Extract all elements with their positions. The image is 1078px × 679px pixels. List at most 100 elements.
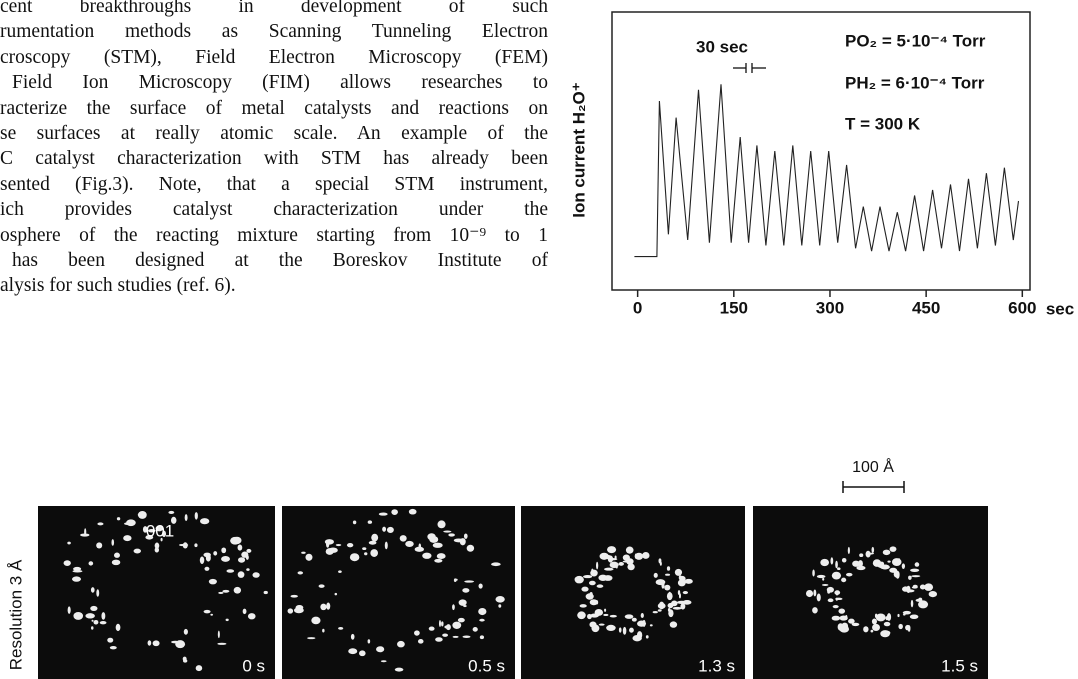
speckle bbox=[370, 549, 379, 557]
speckle bbox=[116, 517, 121, 521]
speckle bbox=[325, 548, 334, 555]
micrograph: 0.5 s bbox=[282, 506, 515, 679]
speckle bbox=[293, 607, 304, 614]
speckle bbox=[349, 553, 360, 562]
speckle bbox=[669, 621, 678, 628]
speckle bbox=[609, 561, 619, 569]
speckle bbox=[364, 552, 368, 556]
speckle bbox=[627, 563, 635, 571]
speckle bbox=[679, 575, 686, 582]
speckle bbox=[230, 536, 241, 545]
speckle bbox=[859, 553, 864, 558]
speckle bbox=[590, 613, 599, 618]
speckle bbox=[574, 575, 584, 584]
speckle bbox=[210, 613, 214, 616]
speckle bbox=[178, 543, 189, 547]
speckle bbox=[418, 543, 422, 550]
micrograph: 1.5 s bbox=[753, 506, 988, 679]
speckle bbox=[138, 510, 147, 519]
speckle bbox=[642, 551, 650, 559]
speckle bbox=[607, 546, 617, 554]
speckle bbox=[107, 637, 114, 643]
speckle bbox=[241, 551, 249, 558]
speckle bbox=[208, 578, 217, 585]
micrograph: 1.3 s bbox=[521, 506, 745, 679]
speckle bbox=[478, 583, 483, 589]
speckle bbox=[73, 612, 84, 620]
speckle bbox=[826, 586, 834, 593]
speckle bbox=[338, 570, 342, 574]
speckle bbox=[910, 568, 920, 572]
speckle bbox=[111, 559, 121, 566]
speckle bbox=[479, 618, 485, 622]
annotation: T = 300 K bbox=[845, 114, 921, 133]
speckle bbox=[871, 546, 875, 554]
speckle bbox=[380, 660, 387, 663]
speckle bbox=[609, 614, 617, 618]
speckle bbox=[618, 627, 622, 633]
annotation: PH₂ = 6·10⁻⁴ Torr bbox=[845, 73, 985, 92]
speckle bbox=[891, 558, 902, 566]
speckle bbox=[63, 560, 71, 567]
speckle bbox=[821, 583, 829, 586]
speckle bbox=[882, 549, 891, 556]
text-line: racterize the surface of metal catalysts… bbox=[0, 97, 548, 119]
speckle bbox=[831, 571, 842, 580]
speckle bbox=[672, 606, 682, 610]
speckle bbox=[97, 522, 104, 526]
speckle bbox=[464, 580, 475, 583]
speckle bbox=[326, 540, 330, 548]
speckle bbox=[441, 621, 444, 627]
speckle bbox=[72, 570, 83, 573]
speckle bbox=[367, 520, 373, 524]
speckle bbox=[96, 589, 100, 597]
speckle bbox=[874, 613, 878, 619]
speckle bbox=[90, 587, 95, 593]
text-line: has been designed at the Boreskov Instit… bbox=[12, 250, 548, 272]
speckle bbox=[237, 544, 243, 551]
speckle bbox=[93, 620, 99, 625]
text-line: alysis for such studies (ref. 6). bbox=[0, 275, 236, 297]
speckle bbox=[226, 569, 235, 573]
speckle bbox=[247, 613, 256, 620]
x-tick-label: 0 bbox=[633, 298, 642, 317]
speckle bbox=[378, 512, 388, 516]
speckle bbox=[246, 568, 250, 571]
speckle bbox=[598, 623, 605, 626]
speckle bbox=[445, 624, 451, 631]
speckle bbox=[830, 557, 834, 565]
speckle bbox=[203, 609, 211, 614]
speckle bbox=[596, 561, 599, 570]
plot-frame bbox=[611, 11, 1031, 291]
speckle bbox=[634, 552, 644, 560]
speckle bbox=[350, 633, 355, 640]
speckle bbox=[320, 603, 327, 611]
speckle bbox=[246, 548, 252, 553]
speckle bbox=[417, 639, 424, 644]
speckle bbox=[886, 613, 892, 621]
speckle bbox=[812, 569, 815, 577]
speckle bbox=[664, 584, 671, 591]
speckle bbox=[599, 552, 609, 560]
speckle bbox=[221, 556, 230, 562]
speckle bbox=[382, 526, 387, 532]
speckle bbox=[666, 592, 673, 601]
speckle bbox=[335, 543, 342, 547]
speckle bbox=[872, 623, 880, 632]
speckle bbox=[152, 640, 160, 647]
speckle bbox=[598, 574, 608, 581]
speckle bbox=[154, 542, 160, 549]
y-axis-label: Ion current H₂O⁺ bbox=[569, 82, 588, 218]
speckle bbox=[622, 626, 627, 635]
speckle bbox=[462, 588, 470, 593]
speckle bbox=[625, 546, 634, 554]
x-axis-unit: sec bbox=[1046, 299, 1074, 318]
time-label: 0.5 s bbox=[468, 656, 505, 675]
speckle bbox=[604, 567, 614, 571]
speckle bbox=[204, 566, 210, 571]
micrograph: 0 s 001 bbox=[38, 506, 275, 679]
speckle bbox=[148, 529, 156, 533]
speckle bbox=[338, 626, 344, 630]
speckle bbox=[835, 597, 838, 601]
speckle bbox=[604, 608, 607, 612]
